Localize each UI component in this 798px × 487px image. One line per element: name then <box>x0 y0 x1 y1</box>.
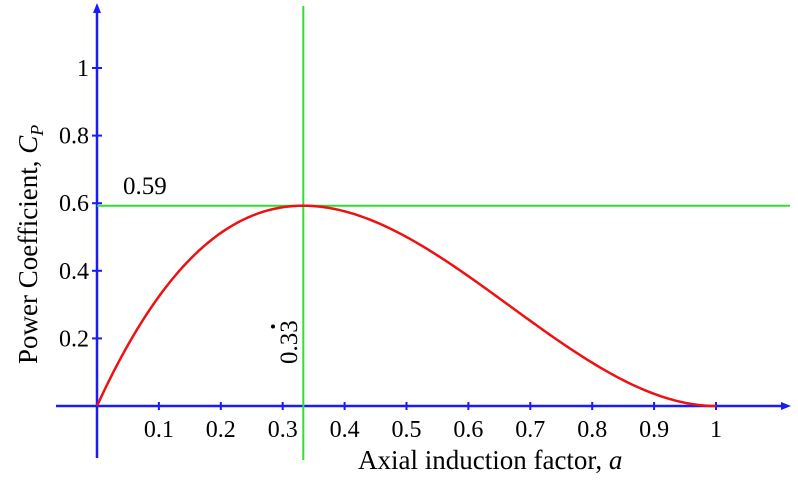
x-tick-label: 0.9 <box>639 417 669 443</box>
x-tick-label: 0.1 <box>144 417 174 443</box>
optimal-a-label: 0.33 <box>276 320 303 364</box>
x-axis-title-text: Axial induction factor, <box>358 445 609 475</box>
power-coefficient-curve <box>95 204 717 408</box>
x-axis-ticks: 0.1 0.2 0.3 0.4 0.5 0.6 0.7 0.8 0.9 1 <box>144 402 722 443</box>
x-axis-title: Axial induction factor, a <box>358 445 622 475</box>
repeating-decimal-dot <box>271 324 275 329</box>
y-tick-label: 0.4 <box>59 259 89 285</box>
x-tick-label: 0.6 <box>453 417 483 443</box>
optimal-a-label-main: 0.3 <box>276 333 303 364</box>
y-axis-title-text: Power Coefficient, <box>13 154 43 364</box>
x-tick-label: 1 <box>710 417 722 443</box>
x-tick-label: 0.2 <box>206 417 236 443</box>
x-tick-label: 0.7 <box>515 417 545 443</box>
y-tick-label: 0.2 <box>59 326 89 352</box>
y-tick-label: 0.6 <box>59 191 89 217</box>
x-tick-label: 0.3 <box>268 417 298 443</box>
y-tick-label: 1 <box>77 56 89 82</box>
optimal-a-label-repeating-digit: 3 <box>276 320 303 333</box>
x-tick-label: 0.8 <box>577 417 607 443</box>
y-axis-ticks: 0.2 0.4 0.6 0.8 1 <box>59 56 102 352</box>
y-axis-title-subscript: P <box>27 125 47 137</box>
x-axis-title-variable: a <box>609 445 623 475</box>
max-cp-label: 0.59 <box>123 173 167 200</box>
y-axis-title: Power Coefficient, CP <box>13 125 47 364</box>
y-tick-label: 0.8 <box>59 124 89 150</box>
y-axis-title-variable: C <box>13 135 43 154</box>
x-tick-label: 0.5 <box>392 417 422 443</box>
x-tick-label: 0.4 <box>330 417 360 443</box>
